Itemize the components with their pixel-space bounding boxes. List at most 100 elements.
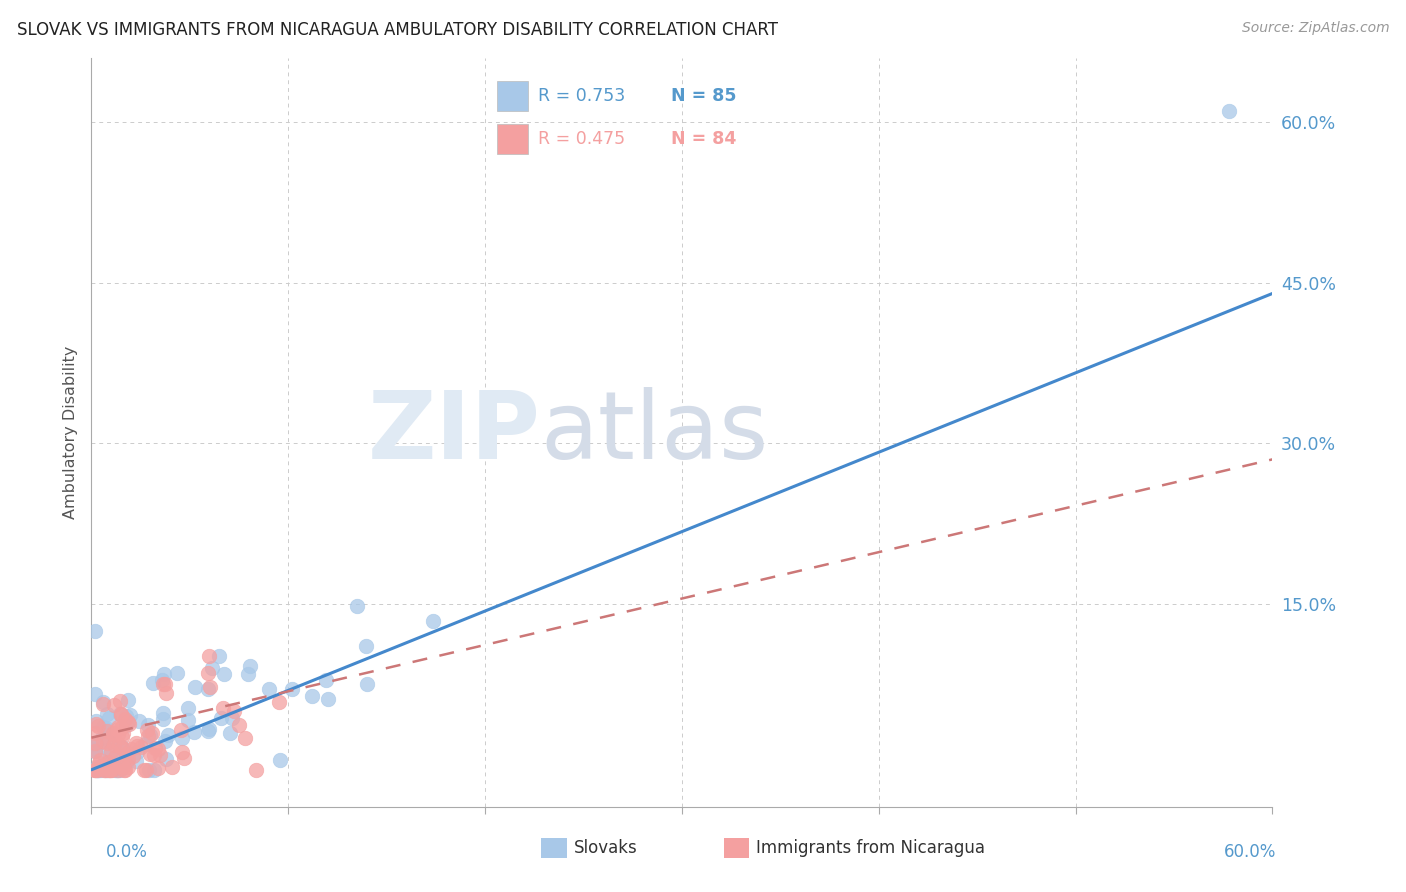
Point (84, 714, 107, 728)
Point (135, 763, 157, 777)
Point (112, 754, 135, 768)
Point (125, 755, 148, 769)
Point (110, 741, 132, 756)
Point (150, 673, 173, 687)
Point (107, 763, 129, 777)
Point (173, 750, 195, 764)
Point (84, 742, 107, 756)
Point (93, 763, 115, 777)
Point (87, 763, 110, 777)
Point (86, 763, 108, 777)
Point (214, 666, 236, 681)
Point (111, 758, 134, 772)
Point (356, 639, 378, 653)
Point (170, 723, 193, 738)
Point (90, 731, 112, 745)
Point (155, 752, 177, 766)
Point (107, 749, 129, 764)
Point (107, 727, 129, 741)
Point (301, 689, 323, 703)
Point (114, 712, 136, 726)
Point (96, 763, 118, 777)
Point (84, 744, 107, 758)
Point (107, 763, 129, 777)
Point (170, 745, 193, 759)
Point (136, 729, 159, 743)
Point (166, 665, 188, 680)
Point (221, 711, 243, 725)
Point (110, 721, 132, 735)
Point (117, 760, 139, 774)
Point (97, 761, 120, 775)
Point (184, 680, 207, 694)
Point (93, 749, 115, 764)
Text: Immigrants from Nicaragua: Immigrants from Nicaragua (756, 839, 986, 857)
Point (105, 763, 128, 777)
Point (98, 763, 121, 777)
Point (89, 736, 111, 750)
Point (117, 754, 139, 768)
Point (146, 761, 169, 775)
Point (128, 714, 150, 729)
Point (110, 708, 132, 723)
Point (183, 725, 205, 739)
Point (91, 697, 114, 711)
Point (90, 759, 112, 773)
Point (197, 724, 219, 739)
Point (96, 724, 118, 739)
Point (111, 740, 134, 755)
Point (149, 748, 172, 763)
Point (117, 693, 139, 707)
Point (114, 747, 136, 762)
Point (89, 753, 111, 767)
Point (94, 721, 117, 735)
Point (422, 614, 444, 628)
Point (87, 756, 110, 771)
Point (146, 742, 169, 756)
Point (93, 763, 115, 777)
Point (107, 739, 129, 753)
Point (111, 730, 134, 744)
Point (112, 760, 135, 774)
Y-axis label: Ambulatory Disability: Ambulatory Disability (62, 346, 77, 519)
Point (212, 701, 235, 715)
Point (84, 763, 107, 777)
Point (107, 723, 129, 737)
Point (208, 649, 231, 664)
Point (197, 666, 219, 681)
Point (108, 706, 131, 721)
Point (219, 726, 242, 740)
Point (108, 763, 131, 777)
Point (98, 747, 121, 761)
Point (93, 763, 115, 777)
Point (108, 694, 131, 708)
Point (111, 741, 134, 756)
Point (114, 763, 136, 777)
Point (97, 755, 120, 769)
Point (245, 763, 267, 777)
Point (84, 763, 107, 777)
Point (356, 677, 378, 691)
Point (125, 739, 148, 753)
Point (111, 725, 134, 739)
Point (101, 763, 124, 777)
Point (100, 744, 122, 758)
Bar (498, 124, 529, 153)
Point (157, 728, 180, 742)
Point (90, 763, 112, 777)
Point (141, 726, 163, 740)
Point (346, 599, 368, 613)
Point (112, 763, 135, 777)
Text: Slovaks: Slovaks (574, 839, 637, 857)
Point (93, 695, 115, 709)
Point (155, 686, 177, 700)
Point (103, 738, 125, 752)
Point (142, 748, 165, 763)
Point (201, 660, 224, 674)
Point (97, 710, 120, 724)
Point (224, 704, 246, 718)
Point (96, 736, 118, 750)
Point (160, 760, 183, 774)
Text: 0.0%: 0.0% (105, 843, 148, 861)
Text: SLOVAK VS IMMIGRANTS FROM NICARAGUA AMBULATORY DISABILITY CORRELATION CHART: SLOVAK VS IMMIGRANTS FROM NICARAGUA AMBU… (17, 21, 778, 39)
